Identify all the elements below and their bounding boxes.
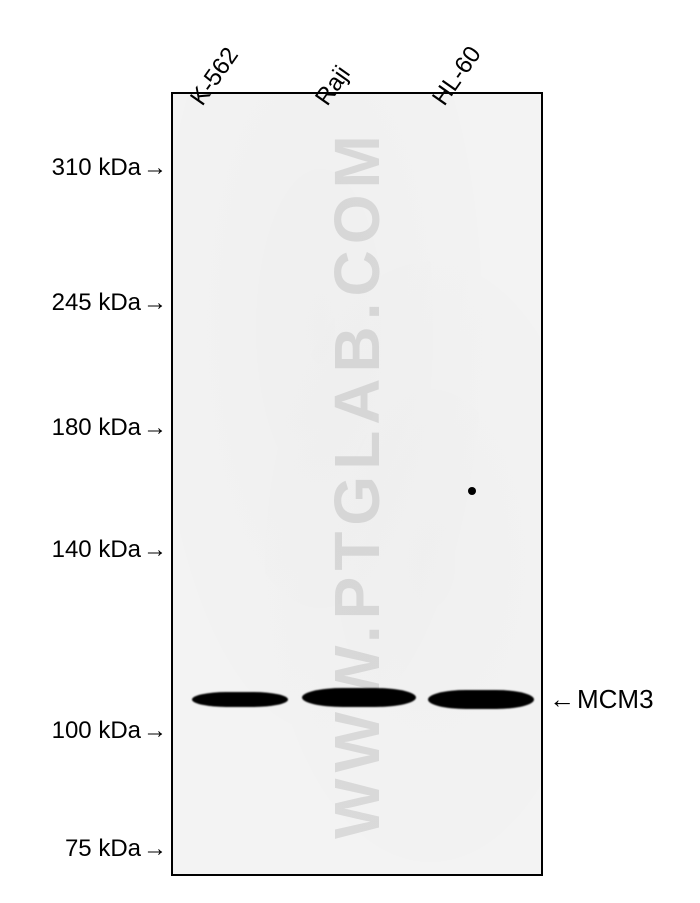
- arrow-left-icon: ←: [549, 684, 575, 715]
- artifact-speck: [468, 487, 476, 495]
- band-lane-0: [192, 692, 288, 707]
- blot-frame: WWW.PTGLAB.COM: [171, 92, 543, 876]
- mw-marker-4-text: 100 kDa: [52, 717, 141, 744]
- mw-marker-1: 245 kDa→: [48, 289, 167, 317]
- mw-marker-1-text: 245 kDa: [52, 289, 141, 316]
- band-lane-2: [428, 690, 534, 709]
- blot-background: [173, 94, 541, 874]
- mw-marker-4: 100 kDa→: [48, 717, 167, 745]
- arrow-right-icon: →: [143, 717, 167, 745]
- mw-marker-3-text: 140 kDa: [52, 536, 141, 563]
- mw-marker-5-text: 75 kDa: [65, 835, 141, 862]
- mw-marker-3: 140 kDa→: [48, 536, 167, 564]
- mw-marker-2-text: 180 kDa: [52, 414, 141, 441]
- arrow-right-icon: →: [143, 289, 167, 317]
- arrow-right-icon: →: [143, 835, 167, 863]
- mw-marker-0-text: 310 kDa: [52, 154, 141, 181]
- band-lane-1: [302, 688, 416, 707]
- mw-marker-5: 75 kDa→: [48, 835, 167, 863]
- mw-marker-0: 310 kDa→: [48, 154, 167, 182]
- arrow-right-icon: →: [143, 414, 167, 442]
- target-label: ←MCM3: [549, 684, 654, 715]
- mw-marker-2: 180 kDa→: [48, 414, 167, 442]
- arrow-right-icon: →: [143, 536, 167, 564]
- target-name: MCM3: [577, 684, 654, 714]
- arrow-right-icon: →: [143, 154, 167, 182]
